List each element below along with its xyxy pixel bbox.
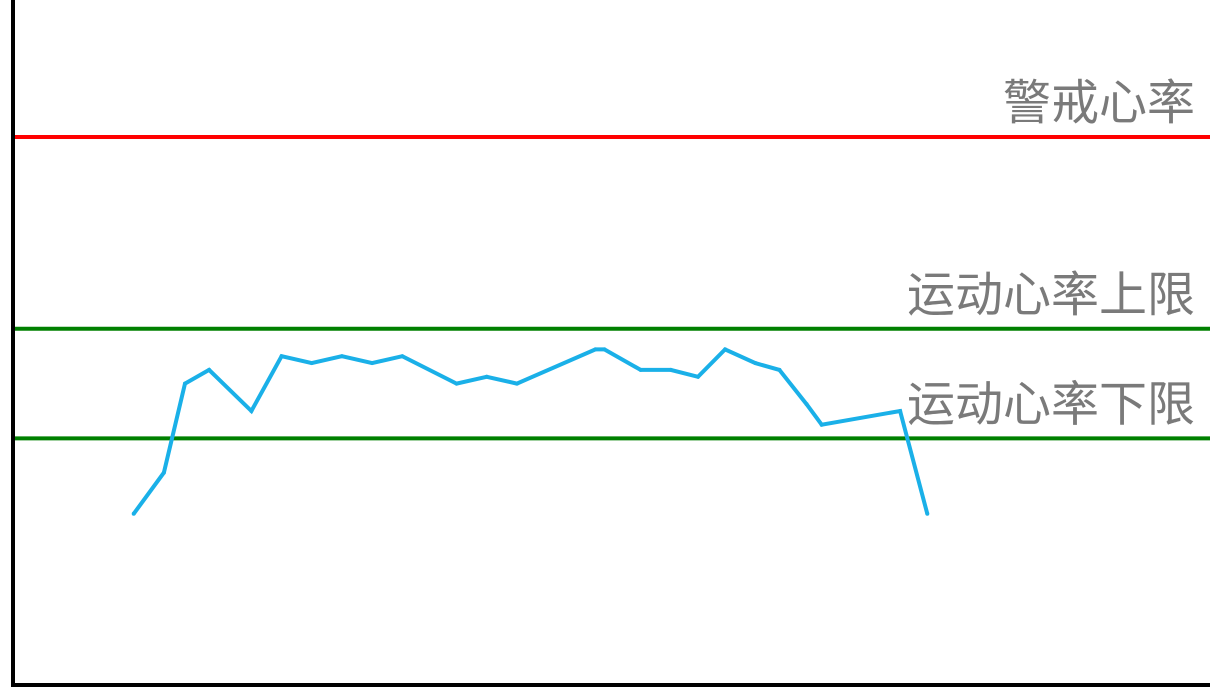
series-point: [454, 381, 459, 386]
series-line-0: [132, 347, 930, 515]
series-point: [339, 354, 344, 359]
heart-rate-series: [131, 347, 930, 516]
series-point: [131, 511, 136, 516]
series-point: [602, 347, 607, 352]
series-point: [400, 354, 405, 359]
series-point: [279, 354, 284, 359]
series-point: [819, 422, 824, 427]
reference-label-2: 运动心率下限: [907, 376, 1195, 432]
series-point: [777, 367, 782, 372]
series-point: [593, 347, 598, 352]
reference-lines: [13, 135, 1210, 441]
series-point: [309, 361, 314, 366]
series-point: [370, 361, 375, 366]
series-point: [695, 374, 700, 379]
series-point: [668, 367, 673, 372]
reference-label-1: 运动心率上限: [907, 267, 1195, 323]
series-point: [249, 409, 254, 413]
series-point: [161, 470, 166, 475]
series-point: [638, 367, 643, 372]
series-point: [753, 361, 758, 366]
reference-label-0: 警戒心率: [1003, 75, 1195, 131]
series-point: [514, 381, 519, 386]
series-point: [925, 511, 930, 516]
series-point: [484, 374, 489, 379]
series-point: [207, 367, 212, 372]
series-point: [898, 409, 903, 413]
series-point: [723, 347, 728, 352]
series-point: [804, 402, 809, 407]
series-point: [182, 381, 187, 386]
